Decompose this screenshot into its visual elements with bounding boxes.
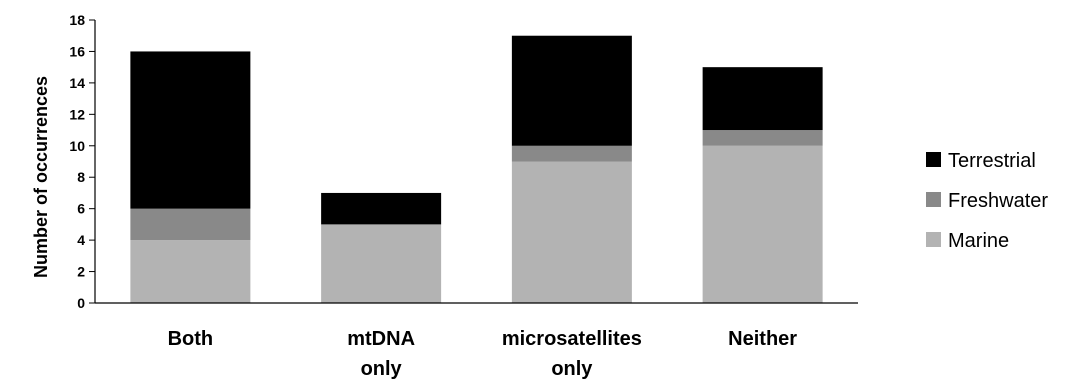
bar-segment-marine (511, 161, 632, 303)
legend-swatch-freshwater (926, 192, 941, 207)
x-category-label: microsatellites only (502, 328, 642, 380)
y-tick-label: 14 (69, 75, 85, 91)
axes (94, 20, 858, 304)
y-tick-label: 16 (69, 43, 85, 59)
legend-swatch-terrestrial (926, 152, 941, 167)
bar-segment-marine (130, 240, 251, 303)
x-category-label: mtDNA only (347, 328, 415, 380)
y-tick-label: 0 (77, 295, 85, 311)
y-tick-label: 10 (69, 138, 85, 154)
x-category-label: Neither (728, 328, 797, 350)
legend-label-marine: Marine (948, 230, 1009, 252)
bar-segment-terrestrial (702, 67, 823, 131)
legend-label-freshwater: Freshwater (948, 190, 1048, 212)
y-axis-ticks: 0 2 4 6 8 10 12 14 16 18 (69, 12, 95, 311)
y-tick-label: 18 (69, 12, 85, 28)
x-axis-labels: Both mtDNA only microsatellites only Neither (168, 328, 798, 380)
y-tick-label: 8 (77, 169, 85, 185)
bars (130, 35, 823, 303)
bar-segment-freshwater (130, 208, 251, 241)
y-tick-label: 6 (77, 201, 85, 217)
x-category-label: Both (168, 328, 214, 350)
y-tick-label: 2 (77, 264, 85, 280)
legend: Terrestrial Freshwater Marine (926, 150, 1048, 252)
bar-segment-terrestrial (321, 192, 442, 225)
y-tick-label: 12 (69, 106, 85, 122)
bar-segment-marine (702, 145, 823, 303)
y-tick-label: 4 (77, 232, 85, 248)
bar-segment-marine (321, 224, 442, 303)
y-axis-title: Number of occurrences (31, 76, 51, 278)
bar-segment-freshwater (511, 145, 632, 162)
legend-swatch-marine (926, 232, 941, 247)
bar-segment-terrestrial (130, 51, 251, 209)
bar-segment-freshwater (702, 130, 823, 146)
bar-segment-terrestrial (511, 35, 632, 146)
legend-label-terrestrial: Terrestrial (948, 150, 1036, 172)
